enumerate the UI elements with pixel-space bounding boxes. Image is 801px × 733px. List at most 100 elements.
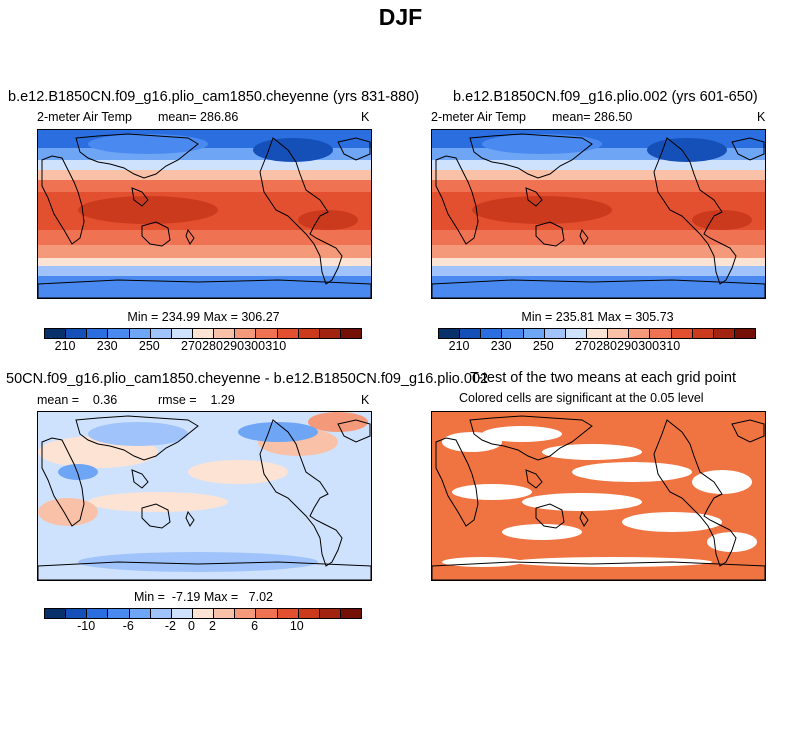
colorbar-swatch	[45, 609, 67, 618]
panel1-map	[37, 129, 372, 299]
temperature-band	[38, 258, 371, 266]
colorbar-swatch	[608, 329, 630, 338]
coastline	[653, 137, 737, 285]
temperature-band	[38, 180, 371, 192]
temperature-band	[38, 276, 371, 298]
coastline	[535, 503, 565, 529]
coastline	[653, 419, 737, 567]
panel3-colorbar	[44, 608, 362, 619]
colorbar-swatch	[713, 329, 735, 338]
anomaly-patch	[188, 460, 288, 484]
panel1-variable: 2-meter Air Temp	[37, 110, 132, 124]
colorbar-tick-label: 300	[638, 339, 660, 353]
colorbar-tick-label: 270	[575, 339, 596, 353]
anomaly-patch	[308, 412, 368, 432]
colorbar-swatch	[319, 609, 341, 618]
non-significant-area	[452, 484, 532, 500]
colorbar-tick-label: 230	[490, 339, 512, 353]
colorbar-swatch	[108, 329, 130, 338]
colorbar-swatch	[692, 329, 714, 338]
coastline	[435, 437, 479, 527]
coastline	[131, 187, 149, 207]
panel2-map-graphic	[432, 130, 765, 298]
colorbar-tick-label: 310	[659, 339, 681, 353]
colorbar-swatch	[150, 329, 172, 338]
anomaly-patch	[88, 422, 188, 446]
colorbar-tick-label: 280	[202, 339, 223, 353]
panel3-mean: mean = 0.36	[37, 393, 118, 407]
warm-pool	[472, 196, 612, 224]
colorbar-tick-label: 250	[532, 339, 554, 353]
coastline	[525, 187, 543, 207]
colorbar-tick-label: 310	[265, 339, 287, 353]
colorbar-tick-label: 6	[251, 619, 259, 633]
colorbar-swatch	[66, 609, 88, 618]
colorbar-tick-label: 0	[187, 619, 195, 633]
coastline	[525, 469, 543, 489]
colorbar-swatch	[340, 609, 362, 618]
panel2-colorbar-labels: 210 230 250 270 280 290 300 310	[438, 339, 754, 353]
anomaly-patch	[58, 464, 98, 480]
panel4-title: T-test of the two means at each grid poi…	[470, 370, 736, 386]
colorbar-tick-label: 300	[244, 339, 266, 353]
temperature-band	[432, 245, 765, 258]
coastline	[579, 510, 589, 527]
cold-region	[88, 134, 208, 154]
colorbar-tick-label: 290	[223, 339, 245, 353]
coastline	[337, 137, 371, 161]
colorbar-swatch	[171, 329, 193, 338]
coastline	[731, 137, 765, 161]
coastline	[337, 419, 371, 443]
coastline	[141, 221, 171, 247]
coastline	[38, 279, 371, 298]
panel2-colorbar	[438, 328, 756, 339]
coastline	[259, 137, 343, 285]
panel2-title: b.e12.B1850CN.f09_g16.plio.002 (yrs 601-…	[453, 89, 758, 105]
colorbar-swatch	[319, 329, 341, 338]
colorbar-swatch	[45, 329, 67, 338]
cold-region	[482, 134, 602, 154]
colorbar-swatch	[256, 609, 278, 618]
colorbar-tick-label: 290	[617, 339, 639, 353]
coastline	[259, 419, 343, 567]
cold-region	[647, 138, 727, 162]
non-significant-area	[692, 470, 752, 494]
colorbar-swatch	[87, 329, 109, 338]
non-significant-area	[707, 532, 757, 552]
colorbar-swatch	[523, 329, 545, 338]
colorbar-swatch	[171, 609, 193, 618]
coastline	[185, 510, 195, 527]
panel1-title: b.e12.B1850CN.f09_g16.plio_cam1850.cheye…	[8, 89, 420, 105]
temperature-band	[432, 276, 765, 298]
temperature-band	[432, 180, 765, 192]
page-title: DJF	[378, 4, 423, 30]
non-significant-area	[522, 493, 642, 511]
colorbar-tick-label: 230	[96, 339, 118, 353]
non-significant-area	[482, 426, 562, 442]
colorbar-tick-label: 280	[596, 339, 617, 353]
temperature-band	[38, 266, 371, 276]
colorbar-swatch	[298, 609, 320, 618]
temperature-band	[38, 170, 371, 180]
panel2-variable: 2-meter Air Temp	[431, 110, 526, 124]
coastline	[131, 469, 149, 489]
coastline	[432, 279, 765, 298]
panel1-map-graphic	[38, 130, 371, 298]
temperature-band	[432, 258, 765, 266]
colorbar-swatch	[235, 609, 257, 618]
temperature-band	[432, 266, 765, 276]
colorbar-tick-label: 210	[54, 339, 76, 353]
coastline	[579, 228, 589, 245]
colorbar-swatch	[214, 329, 236, 338]
panel3-minmax: Min = -7.19 Max = 7.02	[134, 590, 273, 604]
cold-region	[253, 138, 333, 162]
coastline	[41, 437, 85, 527]
colorbar-tick-label: 210	[448, 339, 470, 353]
coastline	[432, 561, 765, 580]
colorbar-tick-label: -6	[122, 619, 134, 633]
non-significant-area	[542, 444, 642, 460]
panel1-mean: mean= 286.86	[158, 110, 239, 124]
colorbar-swatch	[734, 329, 756, 338]
panel2-mean: mean= 286.50	[552, 110, 633, 124]
warm-pool	[78, 196, 218, 224]
